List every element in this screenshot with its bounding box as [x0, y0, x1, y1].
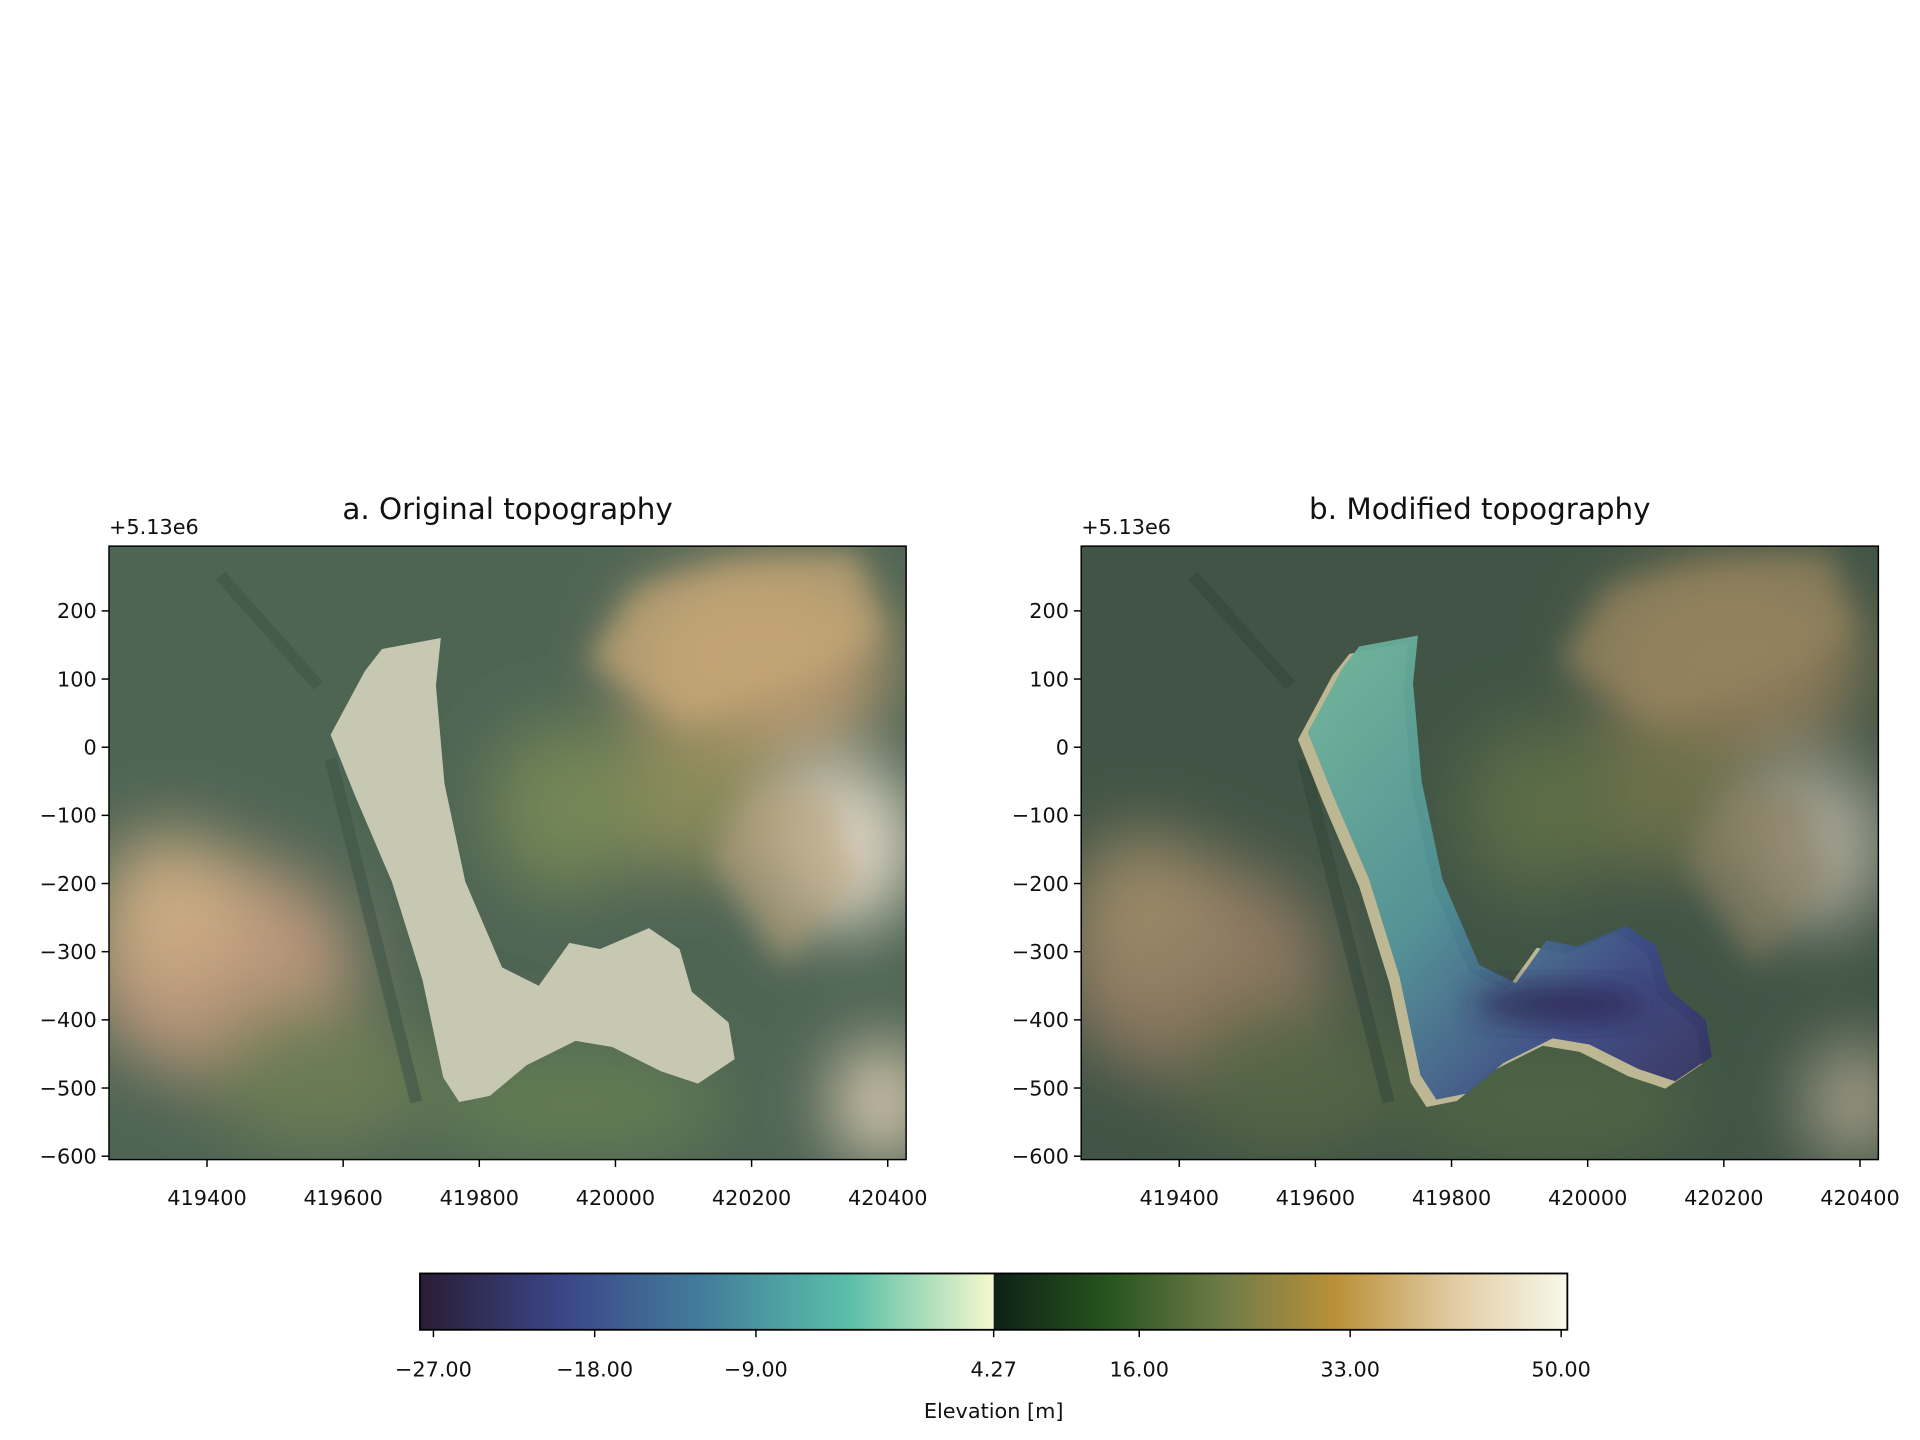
- y-tick-label: 100: [1029, 667, 1069, 691]
- y-tick-label: −100: [40, 804, 97, 828]
- colorbar-tick-label: −18.00: [556, 1357, 633, 1381]
- colorbar-tick-label: 16.00: [1109, 1357, 1169, 1381]
- y-tick-label: −200: [40, 872, 97, 896]
- x-tick-label: 419600: [1276, 1186, 1355, 1210]
- x-tick-label: 420200: [712, 1186, 791, 1210]
- colorbar-tick-label: 4.27: [971, 1357, 1017, 1381]
- x-tick-label: 420000: [1548, 1186, 1627, 1210]
- x-tick-label: 419800: [440, 1186, 519, 1210]
- x-tick-label: 419400: [167, 1186, 246, 1210]
- axes-frame: [1080, 545, 1880, 1161]
- colorbar-segment: [420, 1273, 995, 1330]
- y-tick-label: −400: [40, 1008, 97, 1032]
- x-tick-label: 420000: [576, 1186, 655, 1210]
- colorbar-tick-label: 50.00: [1531, 1357, 1591, 1381]
- y-tick-label: −200: [1012, 872, 1069, 896]
- y-tick-label: −400: [1012, 1008, 1069, 1032]
- panel-a: [86, 546, 931, 1163]
- y-tick-label: 200: [57, 599, 97, 623]
- y-tick-label: −600: [1012, 1145, 1069, 1169]
- colorbar-tick-label: −27.00: [395, 1357, 472, 1381]
- colorbar-label: Elevation [m]: [924, 1399, 1064, 1423]
- colorbar-segment: [993, 1273, 1568, 1330]
- x-tick-label: 419600: [303, 1186, 382, 1210]
- colorbar-tick-label: −9.00: [724, 1357, 788, 1381]
- y-tick-label: −500: [1012, 1076, 1069, 1100]
- x-tick-label: 420200: [1684, 1186, 1763, 1210]
- y-tick-label: −500: [40, 1076, 97, 1100]
- panel-b: [1081, 546, 1903, 1163]
- x-tick-label: 420400: [1820, 1186, 1899, 1210]
- axes-frame: [108, 545, 907, 1161]
- y-tick-label: 0: [1056, 736, 1069, 760]
- y-tick-label: −300: [40, 940, 97, 964]
- colorbar-tick-label: 33.00: [1320, 1357, 1380, 1381]
- x-tick-label: 419400: [1140, 1186, 1219, 1210]
- x-tick-label: 419800: [1412, 1186, 1491, 1210]
- y-tick-label: −600: [40, 1145, 97, 1169]
- x-tick-label: 420400: [848, 1186, 927, 1210]
- y-tick-label: 0: [84, 736, 97, 760]
- lake-b: [1297, 635, 1712, 1107]
- y-tick-label: −100: [1012, 804, 1069, 828]
- panel-title: a. Original topography: [342, 492, 672, 526]
- y-tick-label: −300: [1012, 940, 1069, 964]
- y-tick-label: 100: [57, 667, 97, 691]
- panel-title: b. Modified topography: [1309, 492, 1650, 526]
- offset-text: +5.13e6: [109, 515, 199, 539]
- deep-zone: [1474, 986, 1646, 1022]
- y-tick-label: 200: [1029, 599, 1069, 623]
- offset-text: +5.13e6: [1081, 515, 1171, 539]
